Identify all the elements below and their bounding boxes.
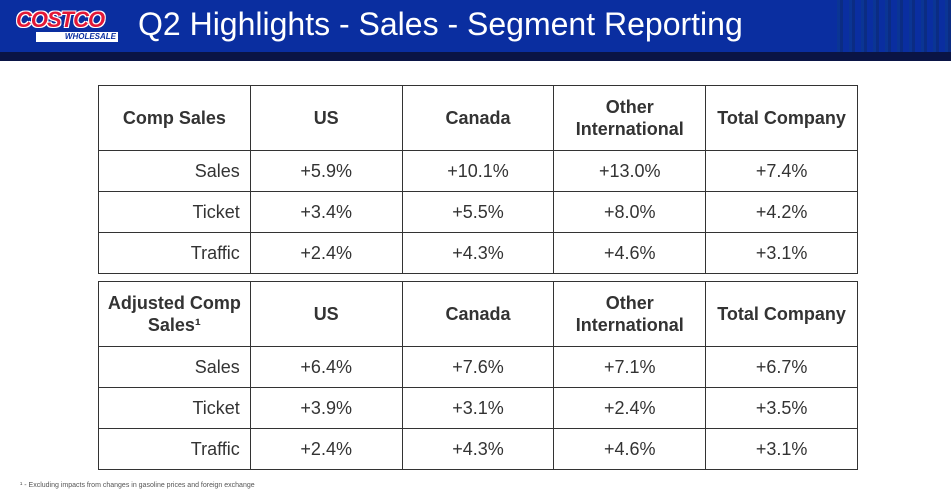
header-row: Comp Sales US Canada Other International Tot… [98, 85, 858, 151]
header-row: Adjusted Comp Sales¹ US Canada Other Intern… [98, 281, 858, 347]
row-label: Sales [98, 150, 251, 192]
header-bar [0, 0, 951, 52]
table-cell: +3.1% [705, 428, 858, 470]
table-cell: +6.7% [705, 346, 858, 388]
table-row: Sales +6.4% +7.6% +7.1% +6.7% [98, 346, 858, 388]
table-cell: +5.9% [249, 150, 403, 192]
table-cell: +3.1% [705, 232, 858, 274]
row-label: Traffic [98, 428, 251, 470]
table-cell: +7.6% [401, 346, 555, 388]
table-cell: +4.6% [553, 232, 707, 274]
table-cell: +3.1% [401, 387, 555, 429]
footnote: ¹ - Excluding impacts from changes in ga… [20, 482, 255, 489]
table-cell: +4.2% [705, 191, 858, 233]
table-row: Traffic +2.4% +4.3% +4.6% +3.1% [98, 232, 858, 274]
row-label: Sales [98, 346, 251, 388]
table-cell: +3.9% [249, 387, 403, 429]
table-cell: +3.4% [249, 191, 403, 233]
page-title: Q2 Highlights - Sales - Segment Reportin… [138, 6, 743, 42]
comp-sales-table: Comp Sales US Canada Other International Tot… [98, 85, 858, 274]
table-cell: +8.0% [553, 191, 707, 233]
table-cell: +4.6% [553, 428, 707, 470]
logo-text: COSTCO [16, 7, 105, 32]
table-row: Sales +5.9% +10.1% +13.0% +7.4% [98, 150, 858, 192]
column-header: Adjusted Comp Sales¹ [98, 281, 251, 347]
column-header: Total Company [705, 281, 858, 347]
column-header: US [249, 85, 403, 151]
table-row: Ticket +3.4% +5.5% +8.0% +4.2% [98, 191, 858, 233]
header-pattern [831, 0, 951, 52]
column-header: Comp Sales [98, 85, 251, 151]
table-row: Traffic +2.4% +4.3% +4.6% +3.1% [98, 428, 858, 470]
table-cell: +10.1% [401, 150, 555, 192]
table-cell: +5.5% [401, 191, 555, 233]
row-label: Ticket [98, 387, 251, 429]
column-header: Other International [553, 281, 707, 347]
table-cell: +13.0% [553, 150, 707, 192]
row-label: Ticket [98, 191, 251, 233]
logo-subtext: WHOLESALE [36, 32, 118, 42]
column-header: Other International [553, 85, 707, 151]
header-strip [0, 52, 951, 61]
column-header: Canada [401, 85, 555, 151]
table-row: Ticket +3.9% +3.1% +2.4% +3.5% [98, 387, 858, 429]
table-cell: +4.3% [401, 428, 555, 470]
costco-logo: COSTCO WHOLESALE [16, 9, 118, 43]
table-cell: +2.4% [249, 428, 403, 470]
column-header: US [249, 281, 403, 347]
table-cell: +2.4% [249, 232, 403, 274]
table-cell: +2.4% [553, 387, 707, 429]
adjusted-comp-sales-table: Adjusted Comp Sales¹ US Canada Other Intern… [98, 281, 858, 470]
table-cell: +7.4% [705, 150, 858, 192]
table-cell: +3.5% [705, 387, 858, 429]
table-cell: +7.1% [553, 346, 707, 388]
table-cell: +6.4% [249, 346, 403, 388]
table-cell: +4.3% [401, 232, 555, 274]
column-header: Total Company [705, 85, 858, 151]
column-header: Canada [401, 281, 555, 347]
row-label: Traffic [98, 232, 251, 274]
